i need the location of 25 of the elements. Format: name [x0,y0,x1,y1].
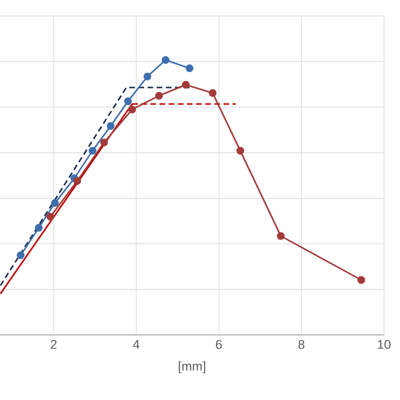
point [88,146,96,155]
point [51,199,59,207]
point [208,89,217,97]
x-axis-title: [mm] [178,361,206,374]
point [186,64,194,72]
x-tick-label: 6 [216,340,222,349]
point [155,92,163,100]
point [73,177,82,185]
x-tick-label: 2 [50,340,57,349]
point [357,276,366,284]
point [124,97,132,106]
x-tick-label: 10 [378,340,391,349]
point [106,122,115,130]
point [128,106,136,114]
point [162,56,170,64]
point [34,224,43,232]
x-tick-label: 8 [298,340,304,349]
x-tick-label: 4 [133,340,140,349]
point [46,212,54,221]
point [276,232,285,240]
point [182,80,190,89]
point [16,251,25,260]
point [236,146,244,155]
point [100,138,108,146]
point [144,72,152,80]
